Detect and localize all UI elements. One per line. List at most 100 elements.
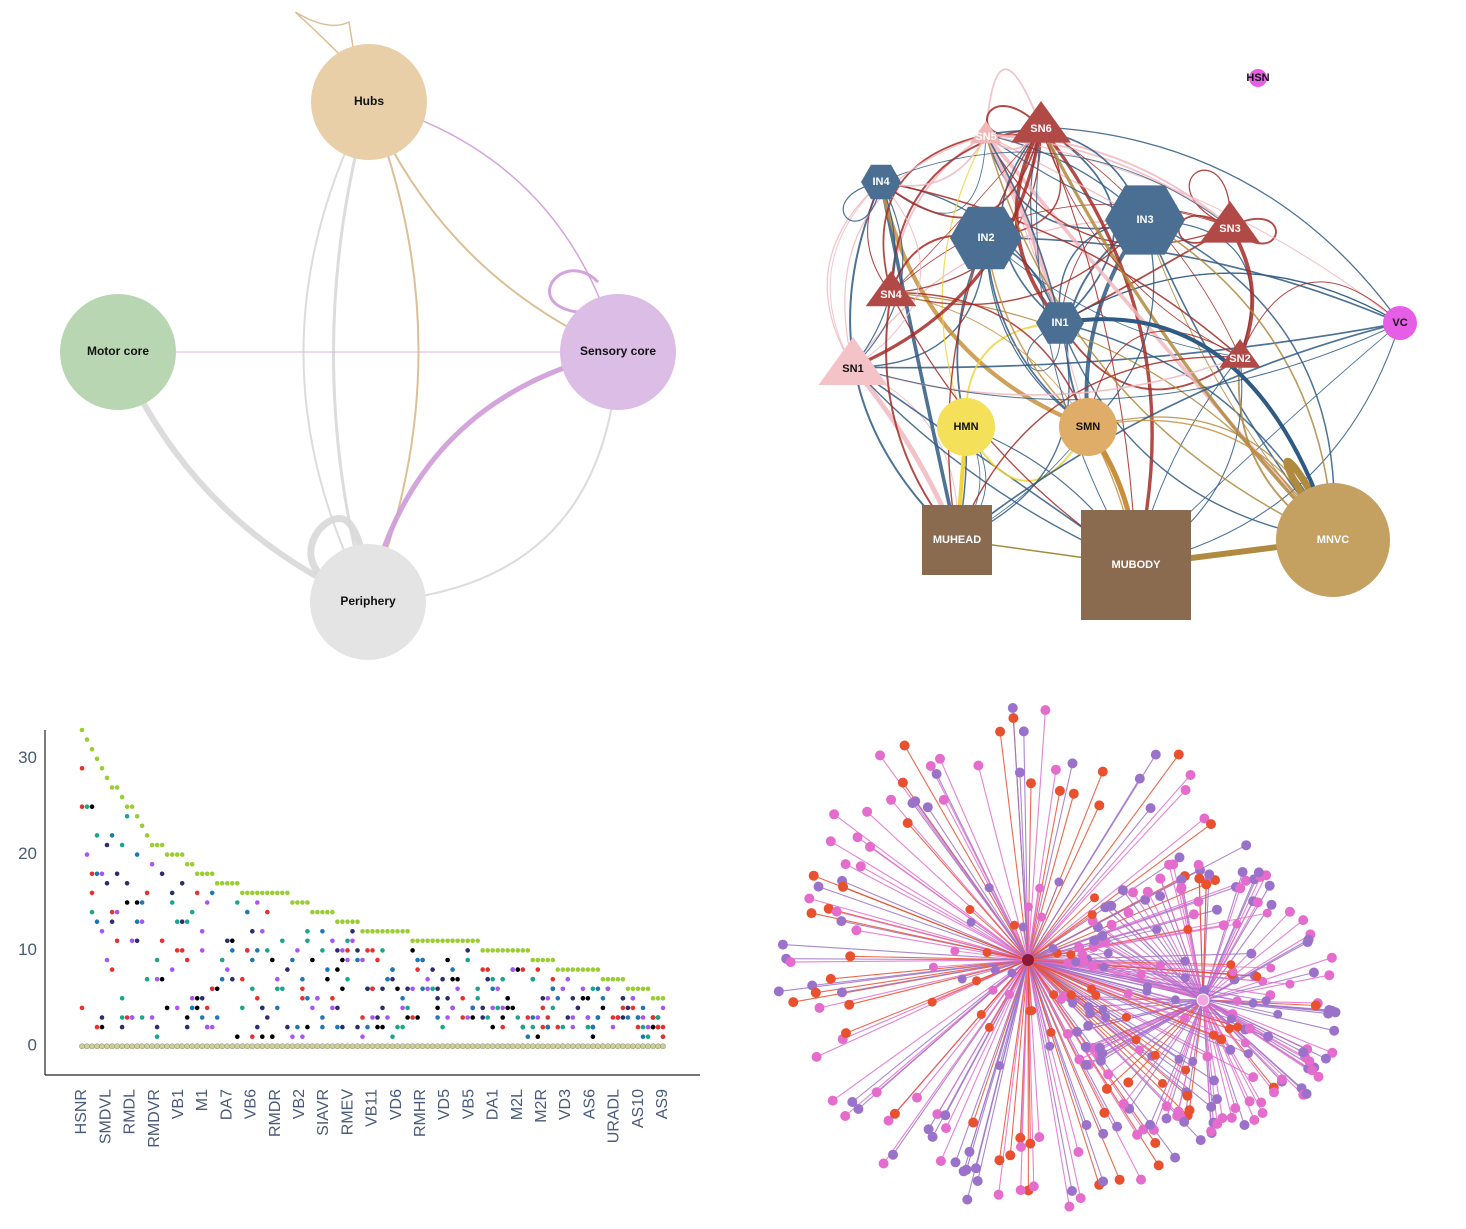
- dot-point: [285, 967, 290, 972]
- dot-point: [395, 987, 400, 992]
- dot-point: [445, 939, 450, 944]
- dot-point: [531, 1015, 536, 1020]
- dot-point: [430, 939, 435, 944]
- dot-point: [100, 1025, 105, 1030]
- node-label-HMN: HMN: [953, 421, 978, 433]
- node-label-MUHEAD: MUHEAD: [933, 534, 981, 546]
- dot-point: [90, 804, 95, 809]
- dot-point: [551, 987, 556, 992]
- dot-point: [500, 1044, 505, 1049]
- dot-point: [345, 1044, 350, 1049]
- node-point: [1015, 1133, 1025, 1143]
- dot-point: [140, 1015, 145, 1020]
- dot-point: [385, 1015, 390, 1020]
- dot-point: [110, 1044, 115, 1049]
- dot-point: [526, 948, 531, 953]
- dot-point: [360, 929, 365, 934]
- dot-point: [330, 996, 335, 1001]
- node-point: [814, 882, 824, 892]
- node-point: [1099, 963, 1108, 972]
- dot-point: [210, 872, 215, 877]
- dot-point: [260, 891, 265, 896]
- dot-point: [465, 958, 470, 963]
- node-point: [1158, 1079, 1167, 1088]
- dot-point: [230, 948, 235, 953]
- node-point: [1146, 803, 1156, 813]
- node-point: [1026, 778, 1036, 788]
- edge-line: [1107, 1000, 1203, 1089]
- dot-point: [415, 967, 420, 972]
- dot-point: [641, 1025, 646, 1030]
- node-point: [1054, 878, 1063, 887]
- dot-point: [80, 804, 85, 809]
- dot-point: [130, 1044, 135, 1049]
- node-point: [962, 1165, 972, 1175]
- dot-point: [330, 939, 335, 944]
- dot-point: [420, 987, 425, 992]
- dot-point: [560, 1044, 565, 1049]
- dot-point: [275, 1044, 280, 1049]
- dot-point: [94, 1044, 99, 1049]
- dot-point: [220, 1044, 225, 1049]
- node-point: [1145, 1120, 1155, 1130]
- dot-point: [526, 1015, 531, 1020]
- node-point: [1196, 1135, 1206, 1145]
- dot-point: [510, 1006, 515, 1011]
- dot-point: [641, 1034, 646, 1039]
- dot-point: [370, 929, 375, 934]
- dot-point: [385, 1044, 390, 1049]
- dot-point: [635, 1044, 640, 1049]
- dot-point: [420, 939, 425, 944]
- dot-point: [99, 1044, 104, 1049]
- dot-point: [536, 958, 541, 963]
- node-point: [774, 986, 784, 996]
- node-point: [989, 986, 998, 995]
- dot-point: [435, 1044, 440, 1049]
- node-point: [1037, 913, 1046, 922]
- dot-point: [561, 1025, 566, 1030]
- dot-point: [435, 987, 440, 992]
- node-point: [1135, 1046, 1144, 1055]
- node-point: [1098, 1177, 1108, 1187]
- node-point: [879, 1159, 889, 1169]
- node-point: [1179, 1117, 1189, 1127]
- dot-point: [280, 987, 285, 992]
- edge-SN2-SN3: [1230, 227, 1252, 357]
- node-point: [1007, 968, 1016, 977]
- dot-point: [566, 977, 571, 982]
- node-point: [1008, 703, 1018, 713]
- node-point: [890, 1109, 900, 1119]
- dot-point: [190, 910, 195, 915]
- dot-point: [470, 1015, 475, 1020]
- dot-point: [415, 939, 420, 944]
- dot-point: [515, 1044, 520, 1049]
- dot-point: [450, 1006, 455, 1011]
- dot-point: [150, 862, 155, 867]
- dot-point: [360, 958, 365, 963]
- node-point: [1304, 935, 1314, 945]
- dot-point: [195, 872, 200, 877]
- edge-line: [852, 960, 1028, 1102]
- dot-point: [470, 939, 475, 944]
- dot-point: [651, 1015, 656, 1020]
- dot-point: [79, 1044, 84, 1049]
- dot-point: [325, 967, 330, 972]
- dot-point: [150, 1015, 155, 1020]
- dot-point: [210, 1044, 215, 1049]
- dot-point: [500, 948, 505, 953]
- node-point: [1181, 1066, 1190, 1075]
- dot-point: [430, 987, 435, 992]
- node-point: [1171, 995, 1180, 1004]
- node-point: [1076, 1193, 1086, 1203]
- dot-point: [250, 1034, 255, 1039]
- node-point: [1151, 750, 1161, 760]
- dot-point: [210, 987, 215, 992]
- node-point: [1102, 1084, 1112, 1094]
- dot-point: [365, 987, 370, 992]
- dot-point: [340, 919, 345, 924]
- node-point: [1081, 1060, 1091, 1070]
- dot-point: [165, 852, 170, 857]
- dot-point: [205, 1006, 210, 1011]
- dot-point: [591, 1025, 596, 1030]
- node-label-SN3: SN3: [1219, 223, 1240, 235]
